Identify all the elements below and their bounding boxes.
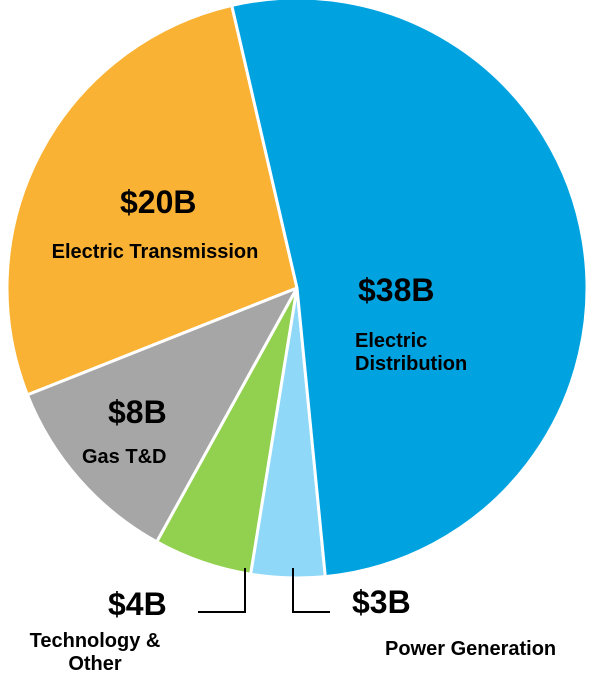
category-label: Gas T&D [82,446,167,468]
category-label: Power Generation [385,638,557,660]
leader-line [292,568,330,613]
pie-slice [5,3,299,397]
value-label: $4B [108,586,167,622]
value-label: $3B [352,584,411,620]
value-label: $8B [108,394,167,430]
pie-slice [229,0,589,579]
leader-line [198,568,246,613]
category-label: Electric Distribution [355,330,468,375]
value-label: $20B [120,184,197,220]
pie-slice [25,285,301,544]
value-label: $38B [358,272,435,308]
category-label: Electric Transmission [51,241,259,263]
category-label: Technology & Other [29,630,161,675]
